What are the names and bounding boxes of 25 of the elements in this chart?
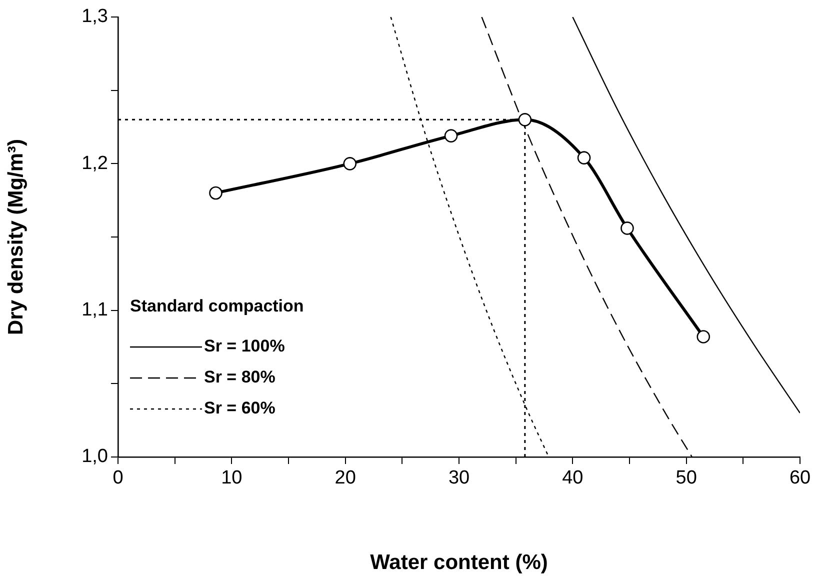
x-tick-label: 20 bbox=[334, 468, 356, 489]
point bbox=[620, 222, 634, 235]
x-tick-label: 50 bbox=[676, 468, 697, 489]
y-tick-label: 1,0 bbox=[82, 446, 108, 468]
point bbox=[696, 330, 710, 344]
x-tick-label: 0 bbox=[112, 468, 124, 489]
y-axis-title: Dry density (Mg/m³) bbox=[4, 138, 28, 336]
point bbox=[518, 113, 532, 126]
x-tick-label: 60 bbox=[789, 468, 811, 489]
y-tick-label: 1,3 bbox=[82, 6, 108, 28]
legend-label: Sr = 100% bbox=[204, 336, 285, 356]
legend-label: Sr = 80% bbox=[204, 368, 276, 387]
point bbox=[343, 157, 357, 170]
point bbox=[209, 186, 222, 200]
x-tick-label: 10 bbox=[221, 468, 242, 489]
x-tick-label: 30 bbox=[448, 468, 470, 489]
point bbox=[577, 151, 591, 164]
line-series bbox=[572, 17, 800, 414]
legend-title: Standard compaction bbox=[130, 296, 304, 316]
point bbox=[444, 129, 458, 142]
x-axis-title: Water content (%) bbox=[370, 551, 548, 574]
y-tick-label: 1,1 bbox=[82, 300, 108, 321]
x-tick-label: 40 bbox=[562, 468, 584, 489]
y-tick-label: 1,2 bbox=[82, 152, 108, 174]
legend-label: Sr = 60% bbox=[204, 398, 276, 418]
